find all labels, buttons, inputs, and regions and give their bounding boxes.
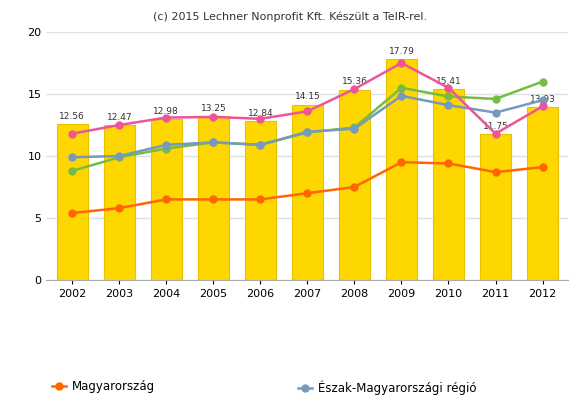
Text: 13.25: 13.25 — [201, 104, 226, 113]
Bar — [433, 89, 464, 280]
Bar — [151, 119, 182, 280]
Bar — [292, 104, 322, 280]
Text: 15.36: 15.36 — [342, 78, 367, 86]
Bar — [480, 134, 511, 280]
Text: 17.79: 17.79 — [389, 47, 414, 56]
Text: (c) 2015 Lechner Nonprofit Kft. Készült a TeIR-rel.: (c) 2015 Lechner Nonprofit Kft. Készült … — [153, 12, 427, 22]
Bar — [57, 124, 88, 280]
Text: 13.93: 13.93 — [530, 95, 556, 104]
Bar — [386, 60, 417, 280]
Bar — [104, 125, 135, 280]
Text: 14.15: 14.15 — [295, 92, 320, 102]
Legend: Észak-Magyarországi régió, Bátonyterenyei járás: Észak-Magyarországi régió, Bátonyterenye… — [298, 380, 476, 400]
Text: 11.75: 11.75 — [483, 122, 509, 131]
Bar — [198, 116, 229, 280]
Text: 12.98: 12.98 — [154, 107, 179, 116]
Bar — [527, 107, 558, 280]
Bar — [339, 90, 369, 280]
Text: 15.41: 15.41 — [436, 77, 461, 86]
Bar — [245, 121, 276, 280]
Text: 12.47: 12.47 — [107, 113, 132, 122]
Text: 12.56: 12.56 — [59, 112, 85, 121]
Text: 12.84: 12.84 — [248, 109, 273, 118]
